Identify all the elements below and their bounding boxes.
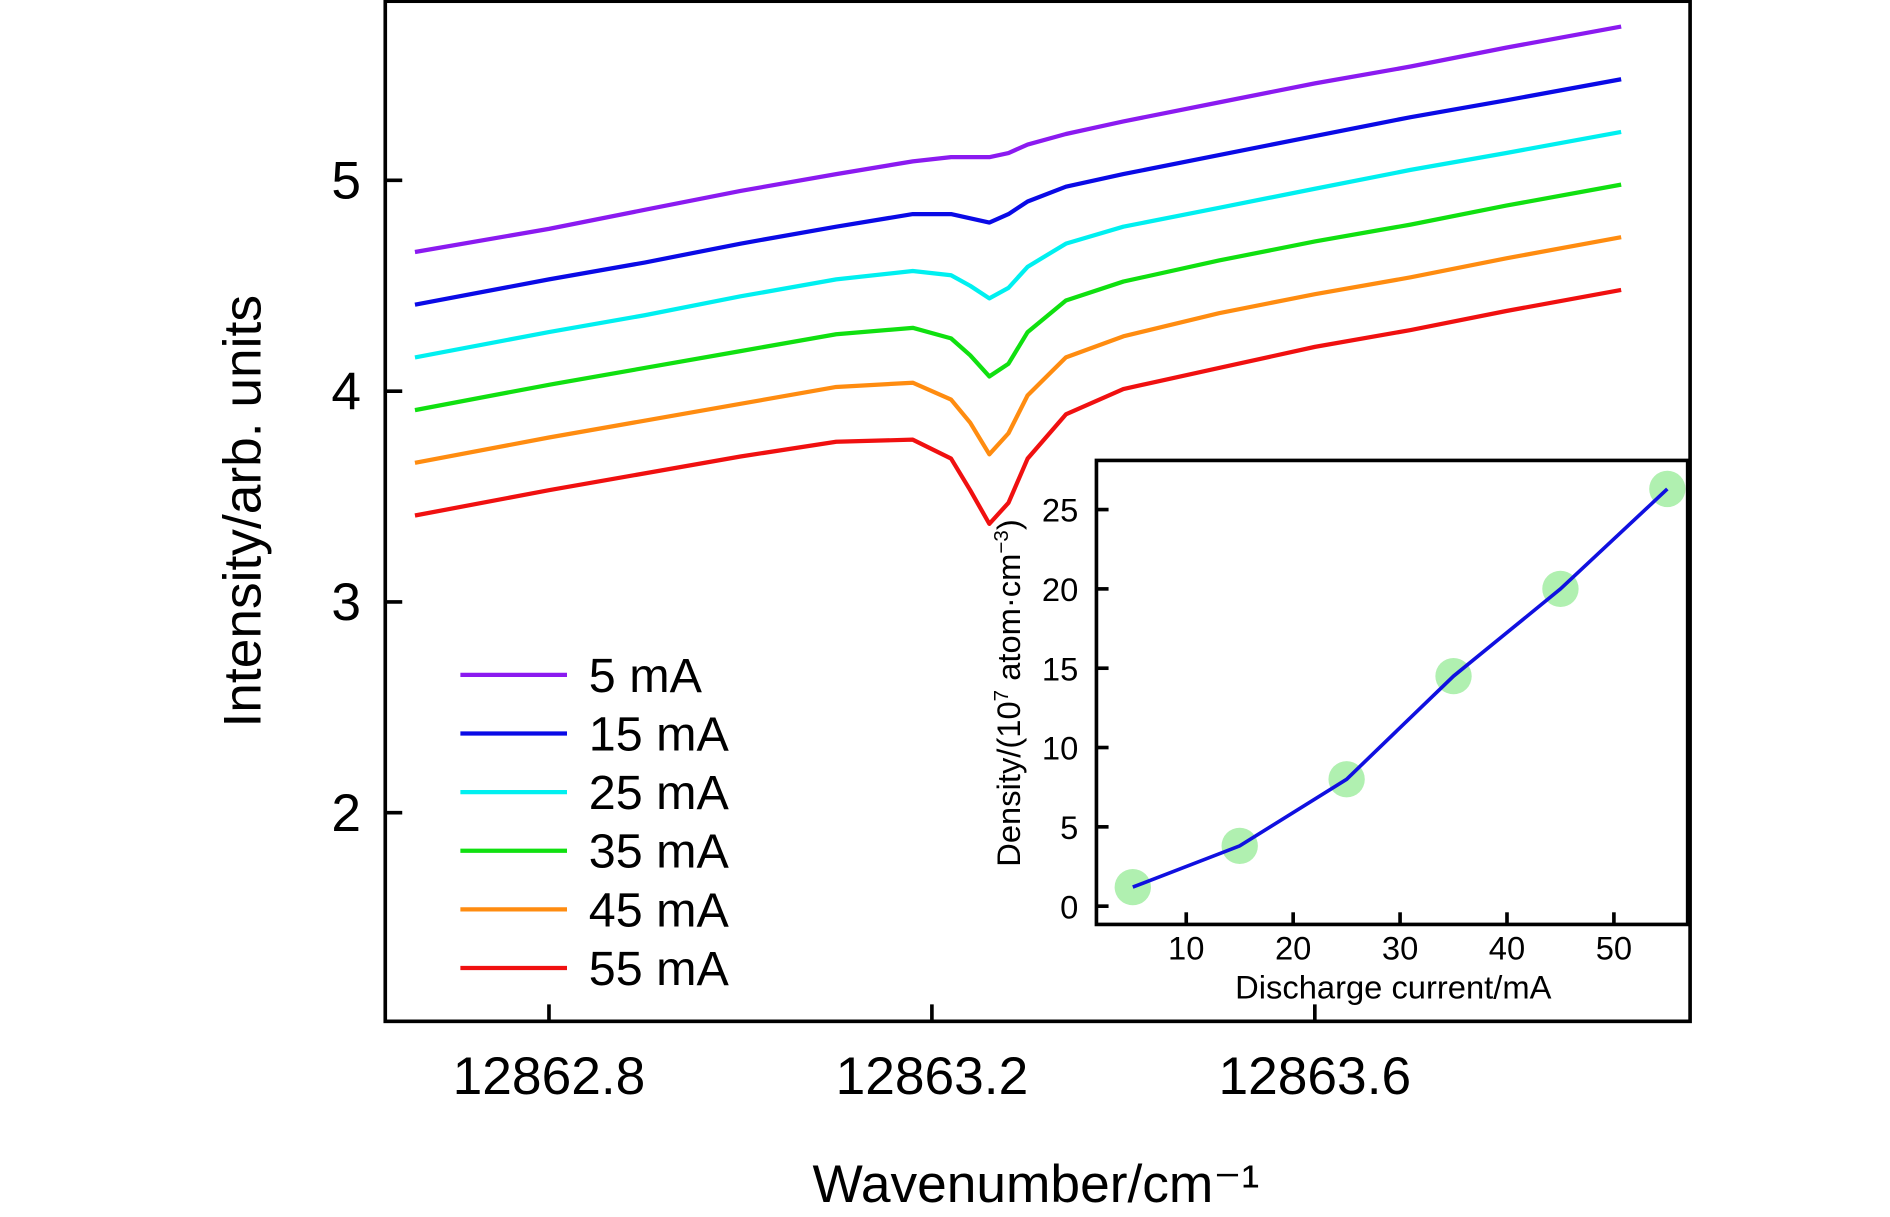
series-line (414, 287, 1622, 526)
x-tick-label: 12862.8 (453, 1047, 646, 1106)
inset-frame (1094, 458, 1690, 927)
inset-plot: 10 20 30 40 50 0 5 10 15 20 25 Discharge current/… (990, 458, 1690, 1005)
inset-background (1096, 460, 1688, 925)
inset-ylabel-sup2: −3 (990, 530, 1013, 553)
inset-x-tick-label: 50 (1596, 930, 1632, 967)
y-tick-label: 5 (331, 152, 361, 211)
inset-y-tick-label: 25 (1042, 492, 1078, 529)
legend-label: 45 mA (589, 883, 730, 937)
y-tick-label: 4 (331, 362, 361, 421)
inset-y-tick-label: 5 (1060, 809, 1078, 846)
inset-x-tick-label: 30 (1382, 930, 1418, 967)
x-tick-label: 12863.2 (836, 1047, 1029, 1106)
inset-ylabel-pre: Density/(10 (990, 701, 1027, 866)
legend-label: 55 mA (589, 942, 730, 996)
plot-frame (383, 0, 1692, 1024)
inset-x-axis-title: Discharge current/mA (1235, 968, 1551, 1005)
inset-series-line (1132, 487, 1669, 889)
x-axis-title: Wavenumber/cm⁻¹ (813, 1155, 1260, 1214)
series-line (414, 77, 1622, 307)
inset-x-tick-label: 40 (1489, 930, 1525, 967)
y-tick-label: 3 (331, 573, 361, 632)
inset-ylabel-end: ) (990, 519, 1027, 530)
legend-label: 35 mA (589, 825, 730, 879)
legend-label: 5 mA (589, 649, 703, 703)
main-plot: 12862.8 12863.2 12863.6 2 3 4 5 Wavenumber/cm… (213, 0, 1692, 1214)
legend-label: 15 mA (589, 707, 730, 761)
inset-series (1114, 470, 1686, 906)
legend-label: 25 mA (589, 766, 730, 820)
series-line (414, 182, 1622, 413)
y-tick-label: 2 (331, 784, 361, 843)
inset-x-tick-label: 20 (1275, 930, 1311, 967)
y-axis-title: Intensity/arb. units (213, 295, 272, 728)
inset-y-tick-label: 20 (1042, 571, 1078, 608)
inset-y-axis-title: Density/(107 atom·cm−3) (990, 519, 1027, 867)
x-axis: 12862.8 12863.2 12863.6 (453, 1004, 1411, 1106)
inset-y-axis: 0 5 10 15 20 25 (1042, 492, 1109, 925)
inset-y-tick-label: 10 (1042, 730, 1078, 767)
inset-x-axis: 10 20 30 40 50 (1168, 912, 1632, 967)
series-line (414, 24, 1622, 255)
inset-y-tick-label: 15 (1042, 650, 1078, 687)
series-line (414, 235, 1622, 465)
inset-ylabel-sup: 7 (990, 690, 1013, 701)
inset-ylabel-post: atom·cm (990, 554, 1027, 690)
y-axis: 2 3 4 5 (331, 152, 403, 843)
inset-y-tick-label: 0 (1060, 888, 1078, 925)
series-line (414, 129, 1622, 360)
inset-x-tick-label: 10 (1168, 930, 1204, 967)
inset-data-point (1114, 868, 1151, 906)
series-group (414, 24, 1622, 526)
x-tick-label: 12863.6 (1218, 1047, 1411, 1106)
